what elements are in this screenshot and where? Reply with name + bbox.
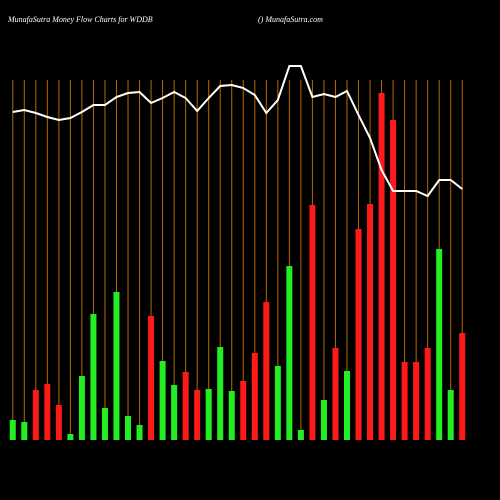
chart-title: MunafaSutra Money Flow Charts for WDDB <box>7 15 153 24</box>
bar <box>447 390 454 440</box>
bar <box>332 348 339 440</box>
bar <box>459 333 466 440</box>
bar <box>240 381 247 440</box>
bar <box>228 391 235 440</box>
bar <box>263 302 270 440</box>
bar <box>286 266 293 440</box>
bar <box>125 416 132 440</box>
line <box>12 65 463 198</box>
bar <box>413 362 420 440</box>
bar <box>424 348 431 440</box>
bar <box>148 316 155 440</box>
bar <box>390 120 397 440</box>
bar <box>113 292 120 440</box>
bar <box>401 362 408 440</box>
chart-subtitle: () MunafaSutra.com <box>258 15 323 24</box>
bar <box>9 420 16 440</box>
bar <box>297 430 304 440</box>
bar <box>78 376 85 440</box>
bar <box>55 405 62 440</box>
bar <box>44 384 51 440</box>
bar <box>343 371 350 440</box>
bar <box>205 389 212 440</box>
bar <box>309 205 316 440</box>
bar <box>159 361 166 440</box>
bar <box>217 347 224 440</box>
bar <box>378 93 385 440</box>
bar <box>21 422 28 440</box>
bar <box>90 314 97 440</box>
bar <box>101 408 108 440</box>
bar <box>274 366 281 440</box>
bar <box>355 229 362 440</box>
bar <box>32 390 39 440</box>
bar <box>367 204 374 440</box>
bar <box>182 372 189 440</box>
bar <box>436 249 443 440</box>
bar <box>171 385 178 440</box>
bar <box>194 390 201 440</box>
bar <box>67 434 74 440</box>
bar <box>251 353 258 440</box>
bar <box>136 425 143 440</box>
bar <box>320 400 327 440</box>
